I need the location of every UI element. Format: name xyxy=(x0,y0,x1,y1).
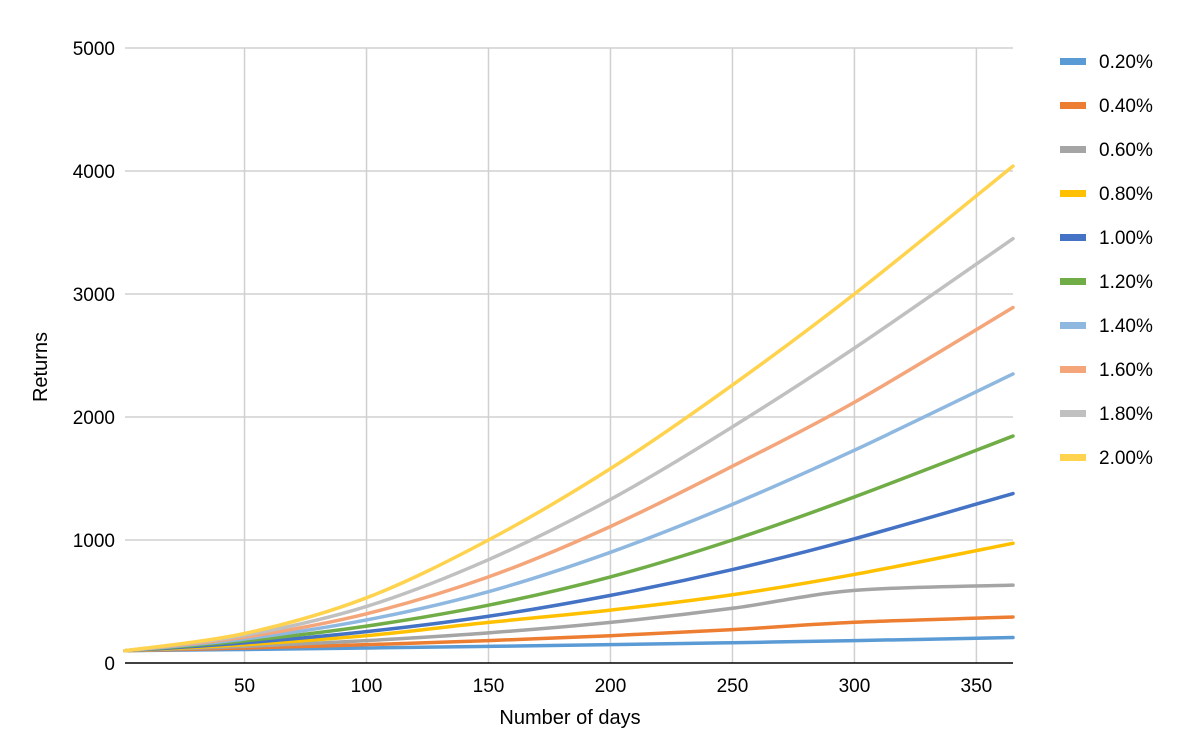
legend-label: 1.20% xyxy=(1099,272,1153,293)
series-line-1-40pct xyxy=(123,372,1015,653)
series-line-1-00pct xyxy=(123,491,1015,653)
legend-swatch xyxy=(1060,322,1086,329)
x-tick-label: 150 xyxy=(473,676,505,697)
legend: 0.20% 0.40% 0.60% 0.80% 1.00% 1.20% 1.40% 1.60%… xyxy=(1060,52,1153,469)
legend-label: 0.80% xyxy=(1099,184,1153,205)
legend-label: 0.40% xyxy=(1099,96,1153,117)
legend-swatch xyxy=(1060,366,1086,373)
y-tick-label: 3000 xyxy=(73,285,115,306)
legend-label: 1.40% xyxy=(1099,316,1153,337)
y-tick-label: 0 xyxy=(104,654,115,675)
legend-swatch xyxy=(1060,454,1086,461)
series-line-0-20pct xyxy=(123,635,1015,653)
x-tick-label: 100 xyxy=(351,676,383,697)
y-tick-label: 1000 xyxy=(73,531,115,552)
series-line-1-20pct xyxy=(123,434,1015,653)
legend-swatch xyxy=(1060,146,1086,153)
x-tick-label: 200 xyxy=(595,676,627,697)
y-tick-label: 4000 xyxy=(73,162,115,183)
axes: 0 1000 2000 3000 4000 5000 50 100 150 200 250 300 35… xyxy=(73,39,1013,697)
gridlines xyxy=(125,47,1013,663)
x-tick-label: 50 xyxy=(234,676,255,697)
legend-swatch xyxy=(1060,278,1086,285)
series-lines xyxy=(123,164,1015,653)
series-line-1-60pct xyxy=(123,305,1015,653)
legend-label: 1.00% xyxy=(1099,228,1153,249)
legend-swatch xyxy=(1060,190,1086,197)
y-axis-title: Returns xyxy=(30,332,52,402)
x-tick-label: 250 xyxy=(717,676,749,697)
legend-swatch xyxy=(1060,58,1086,65)
x-tick-label: 350 xyxy=(961,676,993,697)
legend-label: 1.60% xyxy=(1099,360,1153,381)
legend-label: 0.20% xyxy=(1099,52,1153,73)
series-line-0-60pct xyxy=(123,583,1015,653)
x-tick-label: 300 xyxy=(839,676,871,697)
series-line-0-40pct xyxy=(123,615,1015,653)
legend-label: 0.60% xyxy=(1099,140,1153,161)
x-axis-title: Number of days xyxy=(499,707,640,729)
legend-swatch xyxy=(1060,102,1086,109)
legend-swatch xyxy=(1060,234,1086,241)
series-line-1-80pct xyxy=(123,236,1015,653)
series-line-0-80pct xyxy=(123,541,1015,653)
legend-label: 2.00% xyxy=(1099,448,1153,469)
legend-label: 1.80% xyxy=(1099,404,1153,425)
y-tick-label: 2000 xyxy=(73,408,115,429)
series-line-2-00pct xyxy=(123,164,1015,653)
legend-swatch xyxy=(1060,410,1086,417)
y-tick-label: 5000 xyxy=(73,39,115,60)
